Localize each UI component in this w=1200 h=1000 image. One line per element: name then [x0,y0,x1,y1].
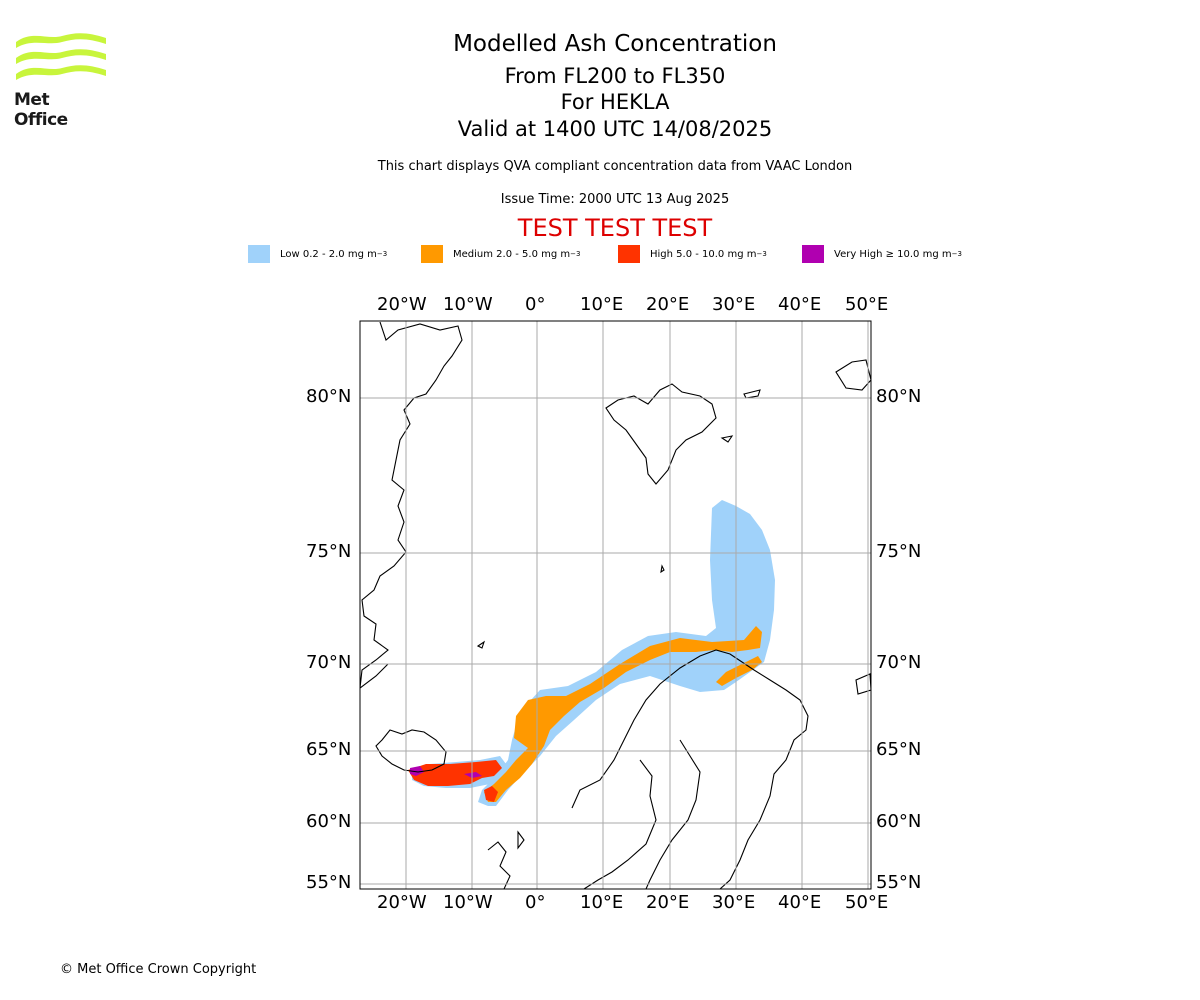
legend-item-low: Low 0.2 - 2.0 mg m −3 [248,243,387,265]
flight-levels: From FL200 to FL350 [504,64,726,88]
lat-label-left: 55°N [306,872,352,893]
ash-low-region [478,500,775,806]
lon-label-bottom: 10°E [580,892,624,913]
lon-label-top: 50°E [845,294,889,315]
ash-high-south [484,786,498,802]
lon-label-top: 10°W [443,294,493,315]
ash-very-high-region [410,766,424,776]
issue-time: Issue Time: 2000 UTC 13 Aug 2025 [500,192,730,207]
lon-label-bottom: 10°W [443,892,493,913]
legend-swatch-high [618,245,640,263]
ash-very-high-east [464,772,482,778]
met-office-waves-icon [16,33,106,80]
chart-title: Modelled Ash Concentration [453,31,777,57]
legend-swatch-low [248,245,270,263]
lon-label-top: 30°E [712,294,756,315]
legend-label-very-high: Very High ≥ 10.0 mg m [834,248,952,260]
lat-label-left: 70°N [306,652,352,673]
valid-time: Valid at 1400 UTC 14/08/2025 [457,117,773,141]
ash-medium-region [484,626,762,802]
lon-label-top: 10°E [580,294,624,315]
lon-label-bottom: 40°E [778,892,822,913]
logo-text: Met Office [14,90,68,130]
ash-high-region [408,760,502,786]
lon-label-bottom: 30°E [712,892,756,913]
legend-swatch-very-high [802,245,824,263]
lon-label-top: 40°E [778,294,822,315]
coastlines [360,321,871,889]
lat-label-left: 60°N [306,811,352,832]
met-office-logo: Met Office [14,30,108,130]
lon-label-bottom: 20°W [377,892,427,913]
lat-label-right: 75°N [876,541,922,562]
legend-label-low: Low 0.2 - 2.0 mg m [280,248,377,260]
legend-item-high: High 5.0 - 10.0 mg m −3 [618,243,767,265]
lon-label-bottom: 0° [525,892,546,913]
legend-item-very-high: Very High ≥ 10.0 mg m −3 [802,243,962,265]
lat-label-left: 80°N [306,386,352,407]
lat-label-right: 80°N [876,386,922,407]
legend-label-high: High 5.0 - 10.0 mg m [650,248,757,260]
lat-label-left: 65°N [306,739,352,760]
disclaimer: This chart displays QVA compliant concen… [377,159,853,174]
lon-label-top: 0° [525,294,546,315]
lon-label-top: 20°E [646,294,690,315]
lon-label-top: 20°W [377,294,427,315]
legend-label-medium: Medium 2.0 - 5.0 mg m [453,248,571,260]
copyright: © Met Office Crown Copyright [60,962,257,977]
lon-label-bottom: 20°E [646,892,690,913]
lat-label-right: 60°N [876,811,922,832]
lat-label-left: 75°N [306,541,352,562]
lat-label-right: 55°N [876,872,922,893]
test-banner: TEST TEST TEST [517,214,713,242]
lon-label-bottom: 50°E [845,892,889,913]
volcano-name: For HEKLA [560,90,670,114]
legend: Low 0.2 - 2.0 mg m −3 Medium 2.0 - 5.0 mg… [248,243,1008,265]
legend-item-medium: Medium 2.0 - 5.0 mg m −3 [421,243,580,265]
map-frame [359,320,872,890]
legend-swatch-medium [421,245,443,263]
graticule [360,321,871,889]
lat-label-right: 70°N [876,652,922,673]
lat-label-right: 65°N [876,739,922,760]
